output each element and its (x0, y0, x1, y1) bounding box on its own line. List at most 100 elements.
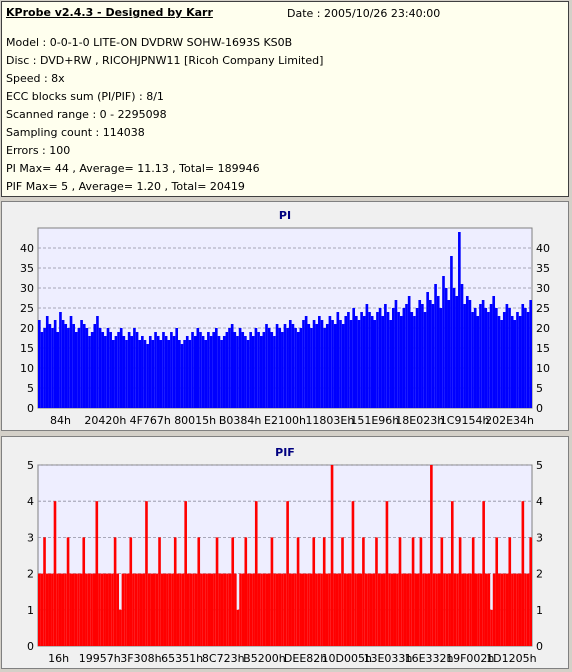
pif-xtick-label: 19F002h (446, 652, 494, 665)
pif-bar (108, 573, 112, 646)
pi-bar (104, 336, 107, 408)
pi-bar (294, 328, 297, 408)
pif-bar (445, 573, 449, 646)
pif-bar (498, 573, 501, 646)
pif-bar (477, 573, 480, 646)
pif-bar (492, 573, 496, 646)
pi-bar (325, 324, 329, 408)
pif-bar (186, 573, 190, 646)
pi-bar (413, 316, 416, 408)
pi-bar (167, 340, 171, 408)
pi-bar (172, 336, 176, 408)
pi-bar (273, 336, 276, 408)
pi-bar (93, 324, 97, 408)
pif-bar (189, 573, 193, 646)
pi-bar (162, 332, 165, 408)
pi-bar (220, 340, 223, 408)
pif-xtick-label: DEE82h (284, 652, 327, 665)
pi-bar (151, 340, 155, 408)
pif-xtick-label: B5200h (243, 652, 286, 665)
ecc-line: ECC blocks sum (PI/PIF) : 8/1 (6, 90, 164, 103)
pi-bar (299, 328, 303, 408)
pif-bar (268, 573, 271, 646)
pif-bar (304, 573, 308, 646)
pi-bar (122, 336, 126, 408)
pi-bar (473, 308, 477, 408)
pi-bar (114, 336, 118, 408)
pi-bar (183, 340, 186, 408)
pi-bar (365, 304, 369, 408)
pif-bar (43, 537, 46, 646)
pi-bar (397, 312, 400, 408)
pif-bar (202, 573, 206, 646)
disc-line: Disc : DVD+RW , RICOHJPNW11 [Ricoh Compa… (6, 54, 324, 67)
pi-bar (156, 336, 160, 408)
pif-bar (126, 573, 130, 646)
pif-bar (53, 501, 57, 646)
pi-ytick-left: 40 (20, 242, 34, 255)
pi-bar (471, 312, 474, 408)
pi-bar (476, 316, 480, 408)
pif-bar (471, 537, 475, 646)
pi-bar (143, 340, 147, 408)
pif-bar (95, 501, 99, 646)
pi-bar (178, 340, 181, 408)
pif-bar (377, 573, 381, 646)
pi-bar (518, 316, 522, 408)
pif-bar (328, 573, 331, 646)
pi-bar (244, 336, 247, 408)
pi-bar (447, 300, 451, 408)
pif-bar (437, 573, 441, 646)
pi-bar (339, 320, 342, 408)
pif-bar (383, 573, 386, 646)
pi-bar (455, 296, 459, 408)
pi-bar (320, 320, 324, 408)
pif-bar (518, 573, 522, 646)
pif-bar (153, 573, 156, 646)
pif-bar (66, 537, 70, 646)
pi-ytick-right: 20 (536, 322, 550, 335)
pi-bar (442, 276, 445, 408)
pi-bar (362, 316, 366, 408)
pi-bar (418, 300, 422, 408)
pif-bar (197, 537, 201, 646)
pif-bar (338, 573, 342, 646)
pi-bar (479, 304, 482, 408)
pi-bar (318, 316, 321, 408)
pi-chart-title: PI (279, 209, 291, 222)
sampling-line: Sampling count : 114038 (6, 126, 145, 139)
pi-bar (524, 308, 527, 408)
pi-bar (426, 292, 429, 408)
pi-bar (399, 316, 403, 408)
pi-bar (389, 320, 392, 408)
pi-bar (402, 308, 406, 408)
pif-bar (443, 573, 446, 646)
pi-bar (355, 316, 358, 408)
pif-bar (440, 537, 444, 646)
pi-bar (254, 328, 258, 408)
pif-bar (422, 573, 425, 646)
pi-ytick-right: 10 (536, 362, 550, 375)
pif-bar (356, 573, 360, 646)
pif-bar (223, 573, 227, 646)
pif-bar (351, 501, 355, 646)
pif-bar (281, 573, 284, 646)
pif-bar (453, 573, 457, 646)
pi-bar (465, 296, 469, 408)
pi-bar (516, 312, 519, 408)
pif-bar (275, 573, 279, 646)
pif-bar (288, 573, 292, 646)
pif-ytick-right: 1 (536, 604, 543, 617)
pi-bar (259, 336, 263, 408)
pi-bar (191, 332, 194, 408)
pif-bar (516, 573, 519, 646)
pi-bar (502, 312, 506, 408)
pif-bar (254, 501, 258, 646)
pi-ytick-left: 0 (27, 402, 34, 415)
pif-bar (179, 573, 182, 646)
pif-bar (260, 573, 263, 646)
pif-bar (220, 573, 224, 646)
pif-bar (469, 573, 472, 646)
pi-bar (333, 324, 337, 408)
pi-bar (286, 328, 289, 408)
